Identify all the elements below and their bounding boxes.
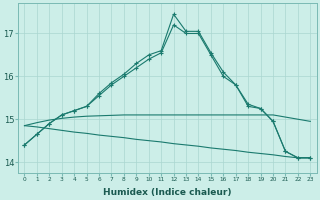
X-axis label: Humidex (Indice chaleur): Humidex (Indice chaleur)	[103, 188, 232, 197]
